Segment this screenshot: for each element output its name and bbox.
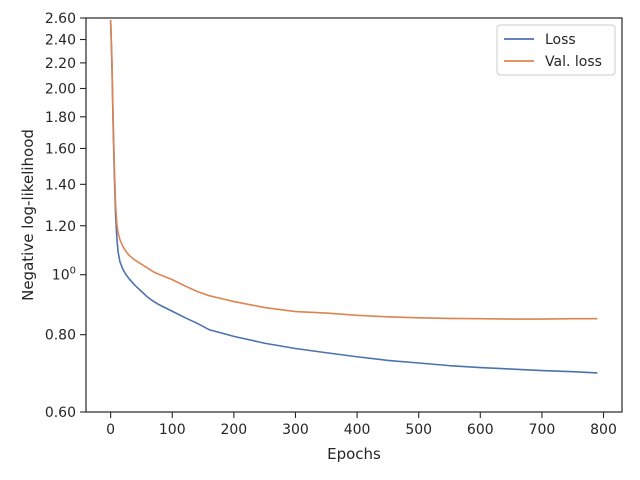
y-tick-label: 1.40 [45, 177, 76, 193]
y-tick-label: 0.80 [45, 328, 76, 344]
legend-label: Val. loss [545, 54, 602, 70]
y-tick-label: 1.60 [45, 141, 76, 157]
x-tick-label: 400 [344, 422, 371, 438]
plot-frame [85, 17, 623, 413]
x-tick-label: 700 [529, 422, 556, 438]
y-axis-title: Negative log-likelihood [19, 129, 37, 301]
legend-label: Loss [545, 32, 576, 48]
x-tick-label: 600 [467, 422, 494, 438]
series-line-0 [109, 20, 598, 374]
x-tick-label: 800 [590, 422, 617, 438]
y-tick-label: 1.20 [45, 219, 76, 235]
x-tick-label: 0 [106, 422, 115, 438]
x-axis-title: Epochs [327, 445, 381, 463]
y-tick-label: 2.40 [45, 33, 76, 49]
legend-box [496, 24, 616, 76]
y-tick-label: 100 [52, 266, 76, 284]
y-tick-label: 2.20 [45, 56, 76, 72]
y-tick-label: 1.80 [45, 110, 76, 126]
x-tick-label: 300 [282, 422, 309, 438]
y-tick-label: 2.60 [45, 11, 76, 27]
legend: Loss Val. loss [496, 24, 616, 76]
x-tick-label: 500 [405, 422, 432, 438]
series-line-1 [109, 20, 598, 320]
x-tick-label: 100 [159, 422, 186, 438]
y-tick-label: 2.00 [45, 81, 76, 97]
y-tick-label: 0.60 [45, 405, 76, 421]
x-tick-label: 200 [220, 422, 247, 438]
